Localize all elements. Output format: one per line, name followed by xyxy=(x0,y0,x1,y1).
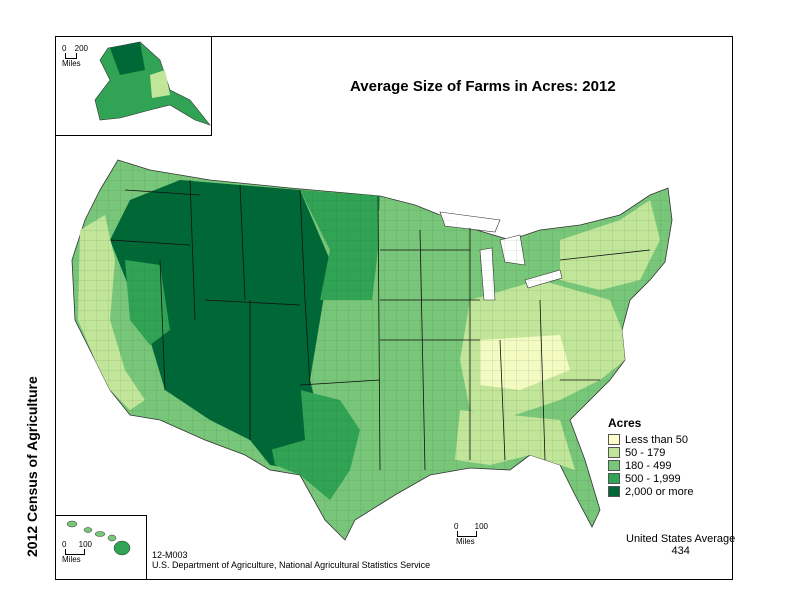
legend-item: 50 - 179 xyxy=(608,446,693,459)
us-average-value: 434 xyxy=(671,545,690,557)
legend-swatch xyxy=(608,434,620,445)
legend-item: 2,000 or more xyxy=(608,485,693,498)
alaska-inset xyxy=(55,36,212,136)
map-title: Average Size of Farms in Acres: 2012 xyxy=(350,78,616,95)
footer: 12-M003 U.S. Department of Agriculture, … xyxy=(152,550,430,570)
conus-scale-unit: Miles xyxy=(456,537,475,546)
hawaii-scale-start: 0 xyxy=(62,540,67,549)
alaska-scale-unit: Miles xyxy=(62,59,81,68)
source-credit: U.S. Department of Agriculture, National… xyxy=(152,560,431,570)
legend-label: 500 - 1,999 xyxy=(625,472,681,485)
side-title: 2012 Census of Agriculture xyxy=(24,376,40,557)
legend: Acres Less than 50 50 - 179 180 - 499 500 -… xyxy=(608,416,693,498)
alaska-north-region xyxy=(110,42,145,75)
legend-title: Acres xyxy=(608,416,642,430)
legend-item: 500 - 1,999 xyxy=(608,472,693,485)
map-frame xyxy=(55,36,733,580)
hawaii-scale-unit: Miles xyxy=(62,555,81,564)
legend-swatch xyxy=(608,473,620,484)
legend-label: Less than 50 xyxy=(625,433,688,446)
alaska-scale: 0 200 Miles xyxy=(62,44,88,68)
map-code: 12-M003 xyxy=(152,550,188,560)
alaska-scale-start: 0 xyxy=(62,44,67,53)
legend-swatch xyxy=(608,486,620,497)
alaska-scale-end: 200 xyxy=(74,44,88,53)
alaska-south-region xyxy=(150,70,170,98)
state-borders xyxy=(109,179,651,471)
hawaii-scale-end: 100 xyxy=(78,540,92,549)
legend-label: 180 - 499 xyxy=(625,459,672,472)
us-average-label: United States Average xyxy=(626,533,736,545)
legend-label: 2,000 or more xyxy=(625,485,694,498)
hawaii-islands xyxy=(66,520,131,556)
legend-label: 50 - 179 xyxy=(625,446,666,459)
conus-scale: 0 100 Miles xyxy=(454,522,488,546)
conus-scale-end: 100 xyxy=(474,522,488,531)
hawaii-inset xyxy=(55,515,147,580)
legend-swatch xyxy=(608,460,620,471)
legend-swatch xyxy=(608,447,620,458)
conus-scale-start: 0 xyxy=(454,522,459,531)
legend-item: Less than 50 xyxy=(608,433,693,446)
hawaii-scale: 0 100 Miles xyxy=(62,540,92,564)
us-average: United States Average 434 xyxy=(626,533,735,557)
legend-item: 180 - 499 xyxy=(608,459,693,472)
county-grid xyxy=(72,160,672,540)
